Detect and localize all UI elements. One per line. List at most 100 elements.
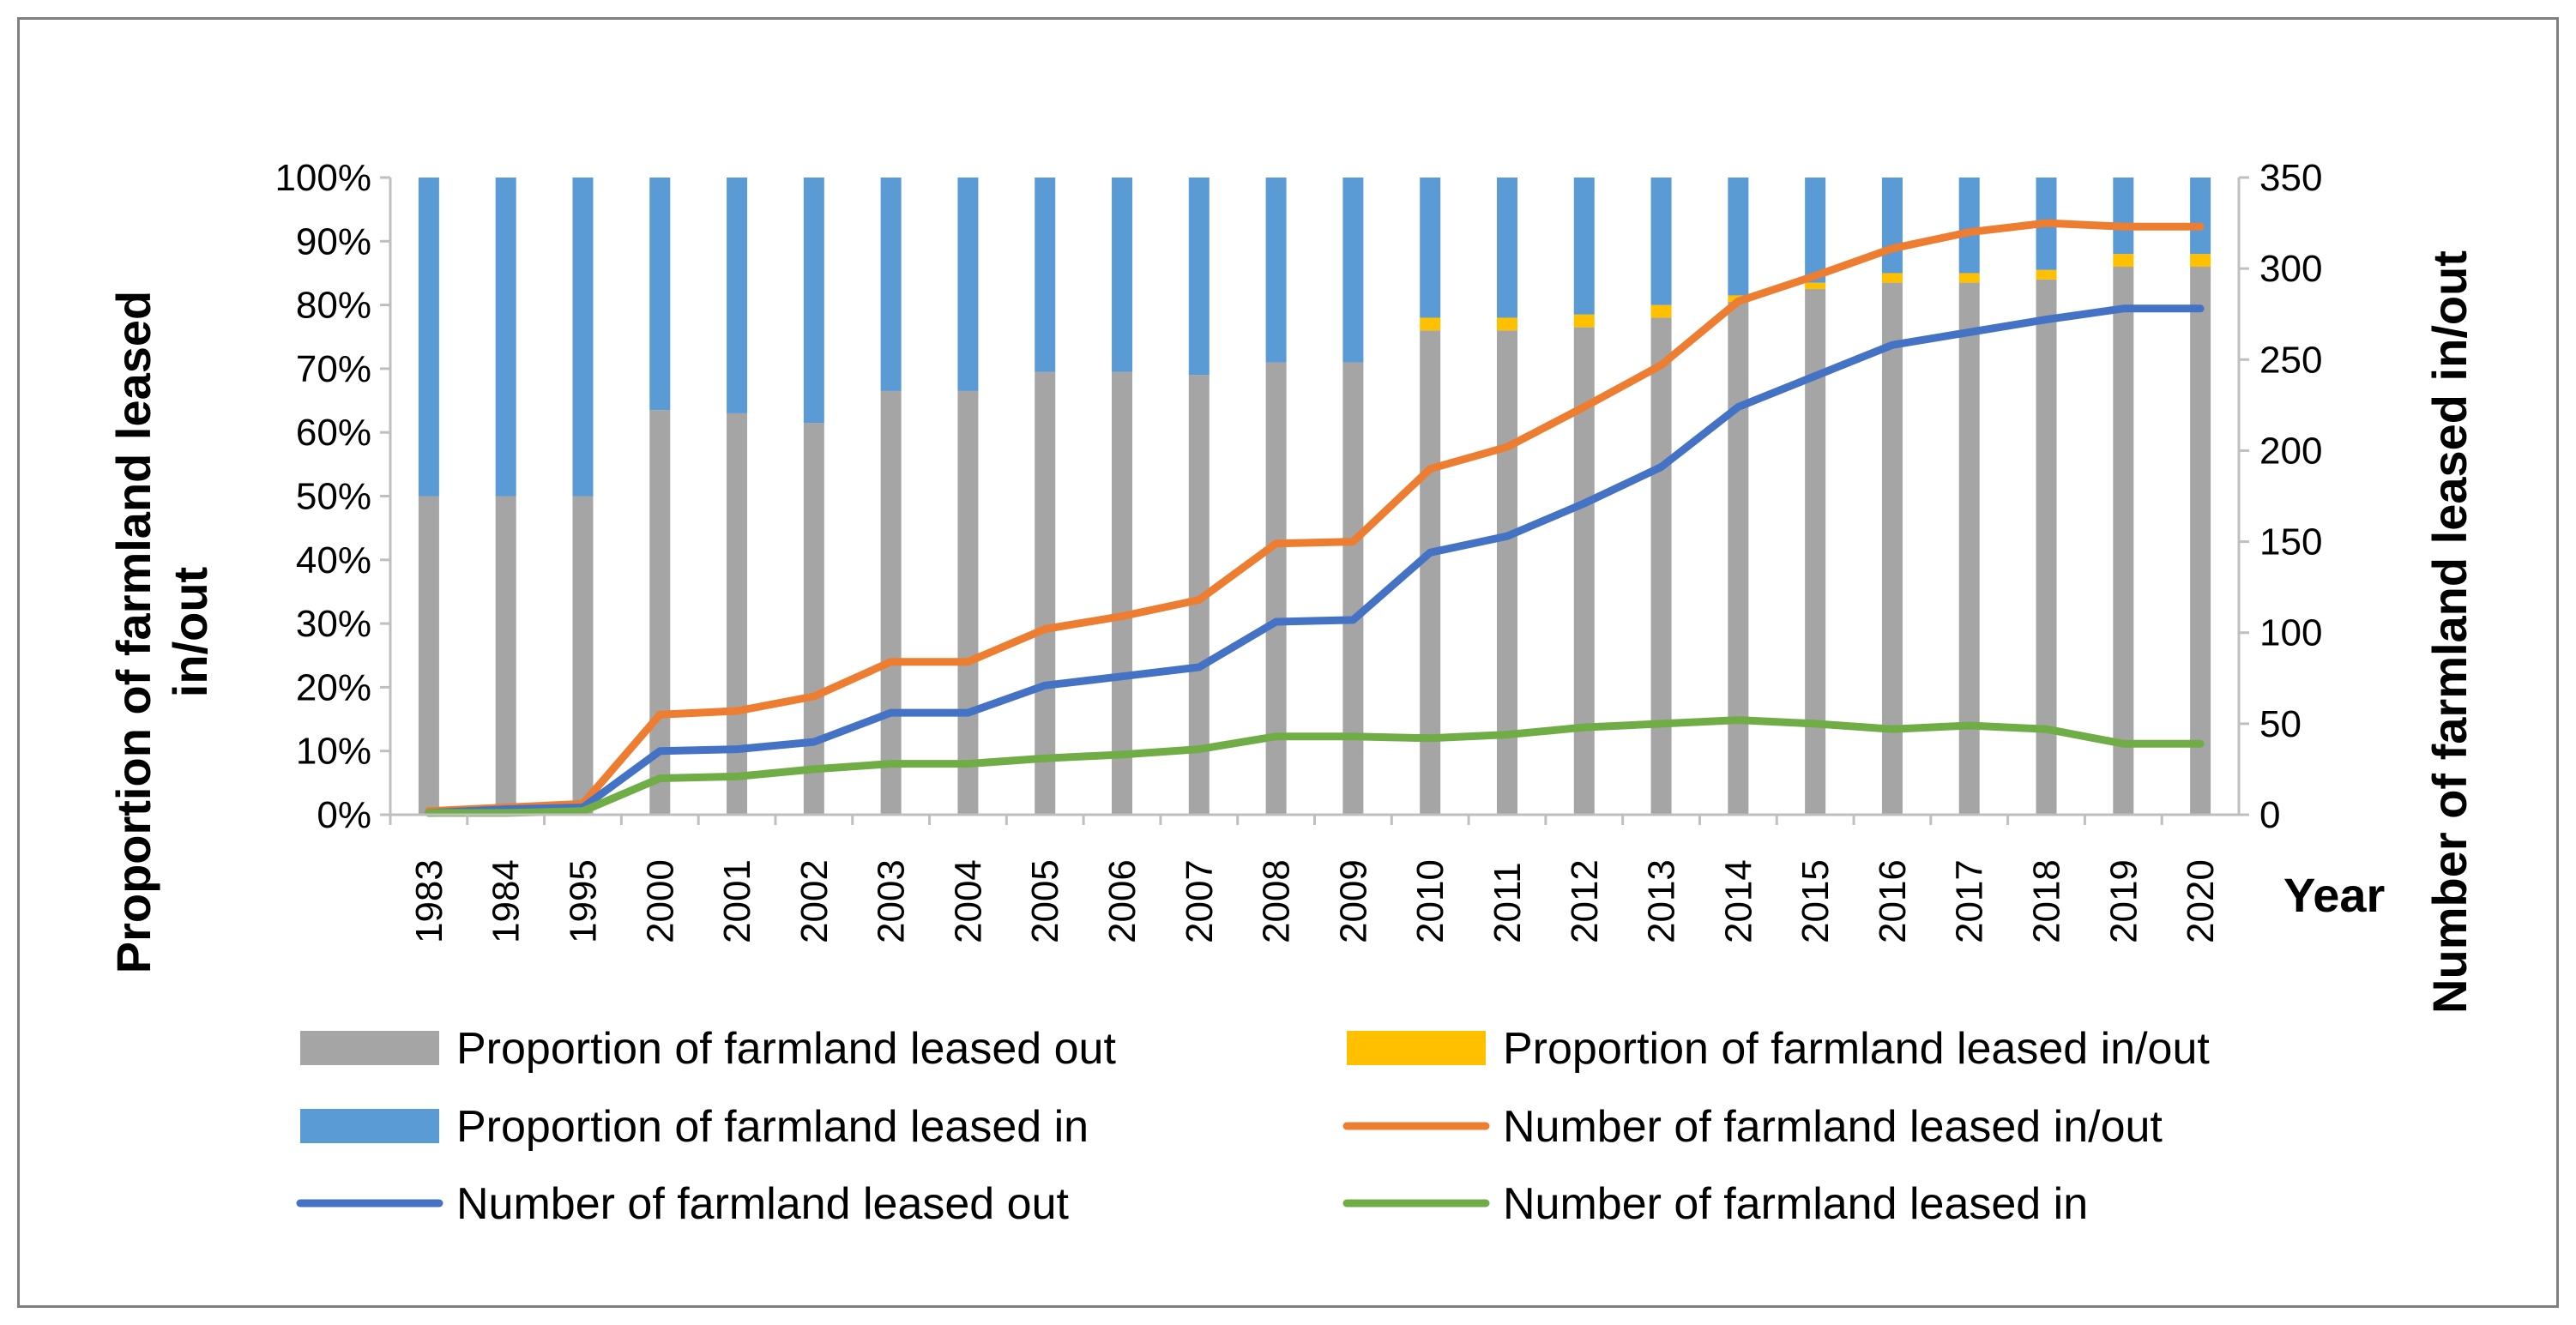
bar-s0-2015 xyxy=(1805,289,1826,815)
bar-s2-1995 xyxy=(572,178,594,497)
bar-s2-1983 xyxy=(418,178,439,497)
legend-swatch xyxy=(1347,1031,1486,1065)
bar-s1-2016 xyxy=(1881,273,1903,283)
x-tick-label: 2014 xyxy=(1717,859,1759,943)
bar-s2-2008 xyxy=(1265,178,1287,363)
x-tick-label: 2000 xyxy=(639,859,681,943)
bar-s2-2019 xyxy=(2113,178,2134,255)
legend-label: Number of farmland leased in/out xyxy=(1503,1102,2163,1152)
bar-s0-2016 xyxy=(1881,282,1903,816)
left-tick-label: 90% xyxy=(296,220,371,262)
bar-s1-2015 xyxy=(1805,282,1826,290)
line-series-0 xyxy=(425,219,2205,816)
line-series-2 xyxy=(425,716,2205,817)
right-tick-label: 200 xyxy=(2259,430,2322,472)
right-tick-label: 100 xyxy=(2259,612,2322,654)
bar-s0-2014 xyxy=(1728,301,1749,815)
bar-s0-2017 xyxy=(1958,282,1980,816)
right-tick-label: 350 xyxy=(2259,157,2322,199)
bar-s0-2013 xyxy=(1650,317,1672,816)
x-tick-label: 2016 xyxy=(1872,859,1914,943)
x-tick-label: 2004 xyxy=(947,859,989,943)
bar-s1-2011 xyxy=(1496,317,1517,331)
legend-swatch xyxy=(300,1031,439,1065)
x-tick-label: 2008 xyxy=(1256,859,1298,943)
legend-label: Proportion of farmland leased in/out xyxy=(1503,1024,2210,1074)
bar-s2-2011 xyxy=(1496,178,1517,318)
left-tick-label: 50% xyxy=(296,476,371,518)
x-tick-label: 1983 xyxy=(408,859,450,943)
bar-s0-2003 xyxy=(880,390,902,815)
x-tick-label: 2015 xyxy=(1795,859,1837,943)
bar-s1-2019 xyxy=(2113,254,2134,268)
bar-s1-2020 xyxy=(2190,254,2211,268)
legend-label: Number of farmland leased out xyxy=(456,1179,1069,1229)
legend-label: Number of farmland leased in xyxy=(1503,1179,2088,1229)
bar-s1-2010 xyxy=(1420,317,1441,331)
x-tick-label: 2013 xyxy=(1641,859,1683,943)
bar-s0-2008 xyxy=(1265,362,1287,816)
x-tick-label: 2018 xyxy=(2026,859,2068,943)
bar-s2-2004 xyxy=(957,178,979,391)
axes-layer xyxy=(380,176,2249,825)
left-axis-title-line2: in/out xyxy=(163,567,217,697)
left-tick-label: 60% xyxy=(296,412,371,454)
bar-s2-2009 xyxy=(1342,178,1364,363)
x-tick-label: 2011 xyxy=(1487,862,1529,943)
left-tick-label: 10% xyxy=(296,731,371,773)
legend: Proportion of farmland leased out Proport… xyxy=(296,1024,2210,1229)
bar-s0-2011 xyxy=(1496,330,1517,815)
x-tick-label: 1995 xyxy=(562,859,604,943)
x-tick-label: 2019 xyxy=(2102,859,2145,943)
bar-s2-2000 xyxy=(649,178,671,411)
x-tick-label: 2009 xyxy=(1332,859,1374,943)
right-tick-label: 250 xyxy=(2259,339,2322,381)
x-tick-label: 2010 xyxy=(1409,859,1451,943)
bar-s2-2001 xyxy=(727,178,748,413)
bar-s2-2003 xyxy=(880,178,902,391)
x-tick-label: 1984 xyxy=(486,859,528,943)
bar-s2-2014 xyxy=(1728,178,1749,296)
bar-s0-2019 xyxy=(2113,267,2134,815)
chart-frame xyxy=(17,17,2559,1308)
right-tick-label: 0 xyxy=(2259,794,2280,836)
bar-s2-2012 xyxy=(1573,178,1595,315)
right-tick-label: 150 xyxy=(2259,521,2322,563)
bar-s2-2020 xyxy=(2190,178,2211,255)
left-axis-title: Proportion of farmland leasedin/out xyxy=(106,291,217,974)
bar-s0-2010 xyxy=(1420,330,1441,815)
bar-s0-1984 xyxy=(495,496,516,815)
bar-s2-2002 xyxy=(803,178,824,424)
line-series-1 xyxy=(425,304,2205,817)
legend-label: Proportion of farmland leased out xyxy=(456,1024,1116,1074)
labels-layer: 0% 10% 20% 30% 40% 50% 60% 70% 80% 90% 100% 0 50 100 1… xyxy=(106,157,2476,1014)
bars-layer xyxy=(418,178,2211,816)
left-tick-label: 20% xyxy=(296,666,371,708)
left-tick-label: 0% xyxy=(317,794,371,836)
bar-s2-2016 xyxy=(1881,178,1903,274)
bar-s0-2002 xyxy=(803,423,824,815)
x-tick-label: 2006 xyxy=(1101,859,1143,943)
bar-s0-1983 xyxy=(418,496,439,815)
legend-swatch xyxy=(300,1109,439,1143)
x-tick-label: 2001 xyxy=(716,859,758,943)
bar-s0-2006 xyxy=(1112,371,1133,815)
x-tick-label: 2005 xyxy=(1024,859,1066,943)
bar-s2-2017 xyxy=(1958,178,1980,274)
bar-s2-2005 xyxy=(1035,178,1056,372)
bar-s2-2007 xyxy=(1188,178,1210,376)
legend-label: Proportion of farmland leased in xyxy=(456,1102,1089,1152)
lines-layer xyxy=(425,219,2205,817)
left-axis-title-line1: Proportion of farmland leased xyxy=(106,291,160,974)
bar-s0-1995 xyxy=(572,496,594,815)
right-tick-label: 50 xyxy=(2259,703,2302,745)
x-tick-label: 2007 xyxy=(1179,859,1221,943)
x-tick-label: 2012 xyxy=(1564,859,1606,943)
bar-s1-2017 xyxy=(1958,273,1980,283)
x-tick-label: 2017 xyxy=(1949,859,1991,943)
bar-s2-2015 xyxy=(1805,178,1826,283)
bar-s0-2009 xyxy=(1342,362,1364,816)
bar-s1-2012 xyxy=(1573,314,1595,328)
bar-s0-2020 xyxy=(2190,267,2211,815)
